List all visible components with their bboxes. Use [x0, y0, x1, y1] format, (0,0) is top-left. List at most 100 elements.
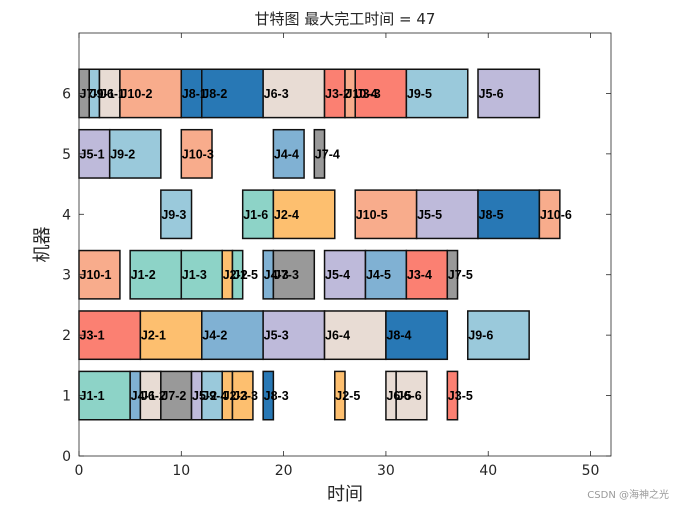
gantt-bar-label: J9-3 — [161, 208, 186, 222]
x-axis-label: 时间 — [327, 484, 363, 505]
gantt-bar-j6-4 — [323, 310, 387, 361]
y-tick-label: 1 — [62, 389, 71, 405]
gantt-bar-label: J10-3 — [182, 147, 214, 161]
gantt-bar-j9-2 — [108, 128, 162, 179]
gantt-bar-label: J3-5 — [448, 389, 473, 403]
gantt-bar-label: J7-4 — [315, 147, 340, 161]
gantt-bar-label: J4-5 — [366, 268, 391, 282]
gantt-bar-j5-5 — [415, 189, 479, 240]
x-tick-label: 0 — [75, 463, 84, 479]
gantt-bar-label: J7-1 — [80, 87, 105, 101]
x-tick-label: 50 — [582, 463, 600, 479]
gantt-bar-label: J9-1 — [90, 87, 115, 101]
gantt-bar-label: J8-2 — [202, 87, 227, 101]
gantt-bar-label: J4-4 — [274, 147, 299, 161]
gantt-bar-label: J4-3 — [264, 268, 289, 282]
gantt-bar-j1-3 — [180, 249, 223, 300]
gantt-bar-label: J2-4 — [274, 208, 299, 222]
gantt-bar-label: J4-2 — [202, 329, 227, 343]
gantt-bar-j3-5 — [446, 370, 459, 421]
x-tick-label: 10 — [172, 463, 190, 479]
gantt-bar-label: J8-3 — [264, 389, 289, 403]
x-tick-label: 30 — [377, 463, 395, 479]
gantt-bar-label: J5-4 — [325, 268, 350, 282]
gantt-bar-label: J3-1 — [80, 329, 105, 343]
gantt-bar-label: J6-2 — [141, 389, 166, 403]
gantt-bar-label: J10-1 — [80, 268, 112, 282]
bars-layer — [78, 68, 561, 421]
gantt-bar-label: J3-4 — [407, 268, 432, 282]
gantt-bar-j2-5 — [334, 370, 346, 421]
y-tick-label: 4 — [62, 207, 71, 223]
gantt-bar-label: J7-3 — [274, 268, 299, 282]
gantt-bar-label: J10-4 — [346, 87, 378, 101]
gantt-bar-j2-3 — [231, 370, 254, 421]
gantt-bar-j1-6 — [241, 189, 275, 240]
gantt-bar-j5-6 — [477, 68, 541, 119]
gantt-bar-label: J3-2 — [325, 87, 350, 101]
gantt-bar-label: J7-5 — [448, 268, 473, 282]
gantt-bar-label: J6-4 — [325, 329, 350, 343]
gantt-bar-j4-2 — [201, 310, 264, 361]
gantt-bar-label: J10-5 — [356, 208, 388, 222]
gantt-bar-j9-3 — [160, 189, 193, 240]
y-tick-label: 2 — [62, 328, 71, 344]
gantt-bar-label: J8-5 — [479, 208, 504, 222]
gantt-bar-label: J9-2 — [110, 147, 135, 161]
gantt-bar-label: J6-3 — [264, 87, 289, 101]
gantt-bar-label: J4-1 — [131, 389, 156, 403]
gantt-bar-label: J2-5 — [335, 389, 360, 403]
gantt-bar-label: J8-1 — [182, 87, 207, 101]
gantt-bar-j3-1 — [78, 310, 142, 361]
gantt-bar-j1-5 — [231, 249, 244, 300]
gantt-bar-label: J7-2 — [161, 389, 186, 403]
gantt-bar-label: J8-4 — [386, 329, 411, 343]
gantt-bar-j10-1 — [78, 249, 121, 300]
gantt-bar-j4-4 — [272, 128, 305, 179]
gantt-bar-label: J5-1 — [80, 147, 105, 161]
gantt-bar-label: J3-3 — [356, 87, 381, 101]
gantt-bar-label: J2-2 — [223, 268, 248, 282]
gantt-bar-j9-6 — [467, 310, 530, 361]
axis-ticks: 0 10 20 30 40 50 0 1 2 3 4 5 6 — [62, 33, 611, 479]
gantt-bar-j1-2 — [129, 249, 183, 300]
gantt-bar-label: J9-5 — [407, 87, 432, 101]
gantt-bar-label: J10-6 — [540, 208, 572, 222]
gantt-bar-j9-5 — [405, 68, 469, 119]
gantt-bar-j10-5 — [354, 189, 418, 240]
gantt-bar-j8-2 — [201, 68, 264, 119]
plot-frame — [78, 32, 612, 457]
gantt-bar-label: J6-1 — [100, 87, 125, 101]
gantt-bar-j7-2 — [160, 370, 193, 421]
y-axis-label: 机器 — [32, 227, 53, 263]
gantt-bar-j7-5 — [446, 249, 459, 300]
gantt-bar-j5-3 — [262, 310, 326, 361]
gantt-bar-j4-5 — [364, 249, 408, 300]
x-tick-label: 40 — [479, 463, 497, 479]
gantt-bar-label: J1-5 — [233, 268, 258, 282]
gantt-bar-j7-4 — [313, 128, 326, 179]
gantt-bar-label: J5-6 — [479, 87, 504, 101]
gantt-bar-label: J5-2 — [192, 389, 217, 403]
gantt-bar-j2-4 — [272, 189, 336, 240]
gantt-bar-label: J9-6 — [468, 329, 493, 343]
gantt-bar-label: J5-5 — [417, 208, 442, 222]
x-tick-label: 20 — [275, 463, 293, 479]
gantt-bar-label: J1-6 — [243, 208, 268, 222]
gantt-bar-label: J1-1 — [80, 389, 105, 403]
gantt-bar-label: J1-2 — [131, 268, 156, 282]
y-tick-label: 3 — [62, 268, 71, 284]
watermark: CSDN @海神之光 — [587, 490, 669, 501]
gantt-bar-j7-3 — [272, 249, 316, 300]
gantt-bar-label: J2-1 — [141, 329, 166, 343]
gantt-bar-label: J9-4 — [202, 389, 227, 403]
gantt-bar-j8-4 — [385, 310, 449, 361]
gantt-bar-j10-6 — [538, 189, 561, 240]
y-tick-label: 6 — [62, 86, 71, 102]
y-tick-label: 0 — [62, 449, 71, 465]
gantt-bar-j10-3 — [180, 128, 213, 179]
gantt-bar-j6-6 — [395, 370, 428, 421]
gantt-bar-j8-3 — [262, 370, 275, 421]
